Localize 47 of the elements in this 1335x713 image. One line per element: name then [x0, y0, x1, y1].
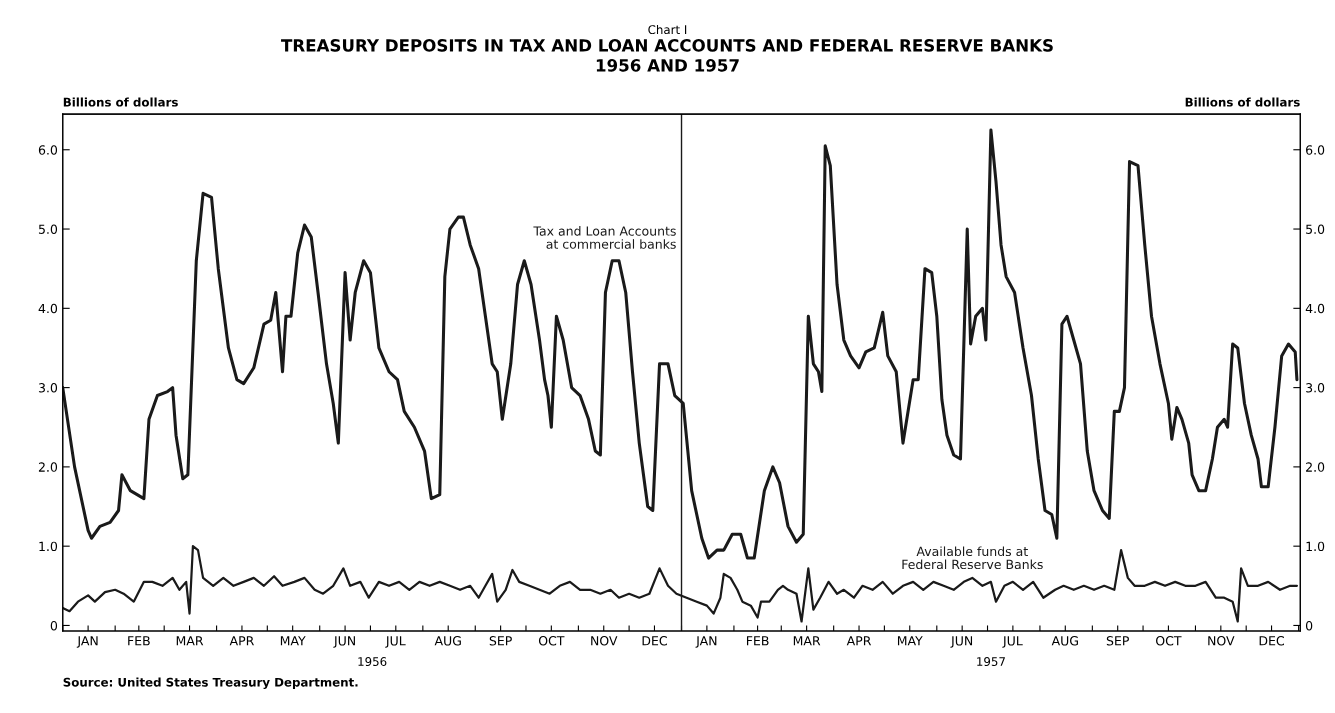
- x-tick-label: OCT: [1156, 636, 1182, 646]
- series-label: Tax and Loan Accounts at commercial banks: [533, 226, 676, 249]
- y-tick-label: 3.0: [38, 383, 58, 393]
- x-tick-label: MAY: [280, 636, 306, 646]
- y-tick-label: 5.0: [38, 224, 58, 234]
- y-axis-title: Billions of dollars: [63, 97, 178, 107]
- x-tick-label: MAY: [897, 636, 923, 646]
- x-tick-label: JUL: [1002, 636, 1023, 648]
- y2-tick-label: 1.0: [1306, 541, 1325, 552]
- y-tick-label: 2.0: [38, 462, 58, 472]
- x-tick-label: NOV: [591, 636, 618, 646]
- x-tick-label: SEP: [1106, 636, 1129, 646]
- x-tick-label: JUN: [333, 636, 355, 648]
- source-note: Source: United States Treasury Department.: [63, 677, 358, 690]
- x-tick-label: JUL: [385, 636, 406, 648]
- y2-axis-title: Billions of dollars: [1185, 97, 1300, 107]
- x-tick-label: JAN: [76, 636, 98, 648]
- x-tick-label: MAR: [793, 636, 821, 646]
- x-tick-label: DEC: [1259, 636, 1284, 646]
- text: 1957: [977, 657, 1005, 666]
- series-label: Available funds at Federal Reserve Banks: [902, 546, 1043, 570]
- x-tick-label: APR: [229, 636, 254, 646]
- y2-tick-label: 2.0: [1306, 462, 1325, 472]
- y-tick-label: 1.0: [39, 541, 58, 552]
- x-tick-label: AUG: [434, 636, 461, 646]
- x-tick-label: AUG: [1051, 636, 1078, 646]
- y2-tick-label: 3.0: [1306, 383, 1325, 393]
- x-tick-label: SEP: [489, 636, 512, 646]
- x-tick-label: FEB: [128, 636, 150, 646]
- y-tick-label: 0: [50, 620, 58, 631]
- x-tick-label: FEB: [746, 636, 769, 646]
- y-tick-label: 6.0: [38, 145, 58, 155]
- x-tick-label: MAR: [176, 636, 204, 646]
- y-tick-label: 4.0: [38, 303, 58, 314]
- y2-tick-label: 6.0: [1306, 145, 1325, 155]
- x-tick-label: JAN: [695, 636, 717, 648]
- x-tick-label: DEC: [642, 636, 667, 646]
- chart-title: TREASURY DEPOSITS IN TAX AND LOAN ACCOUNTS AND FEDERAL RESERVE BANKS 1956 AND 1957: [281, 39, 1053, 72]
- y2-tick-label: 5.0: [1306, 224, 1325, 234]
- x-tick-label: NOV: [1208, 636, 1235, 646]
- y2-tick-label: 4.0: [1305, 303, 1325, 314]
- x-tick-label: JUN: [950, 636, 973, 648]
- text: Chart I: [648, 24, 687, 35]
- text: 1956: [358, 657, 387, 666]
- x-tick-label: OCT: [538, 636, 565, 646]
- x-tick-label: APR: [846, 636, 872, 646]
- y2-tick-label: 0: [1305, 620, 1313, 631]
